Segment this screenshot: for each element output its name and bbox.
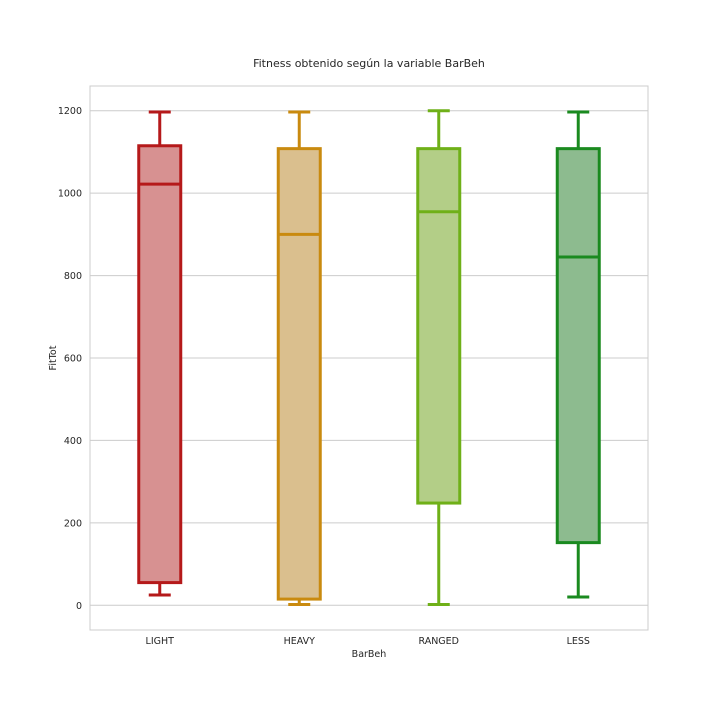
- box-body-less: [555, 147, 601, 545]
- box-heavy: [276, 110, 322, 606]
- grid-lines: [90, 110, 648, 606]
- x-tick-label-light: LIGHT: [146, 636, 175, 647]
- y-tick-label-800: 800: [64, 271, 82, 282]
- x-tick-label-less: LESS: [567, 636, 590, 647]
- y-axis-label: FitTot: [48, 345, 59, 370]
- y-tick-label-200: 200: [64, 518, 82, 529]
- x-axis-label: BarBeh: [352, 649, 387, 660]
- x-tick-label-heavy: HEAVY: [284, 636, 316, 647]
- boxes: [137, 109, 601, 606]
- y-tick-label-1200: 1200: [58, 106, 82, 117]
- chart-title: Fitness obtenido según la variable BarBe…: [253, 57, 485, 70]
- box-body-ranged: [416, 147, 462, 505]
- box-ranged: [416, 109, 462, 606]
- box-light: [137, 110, 183, 597]
- box-body-heavy: [276, 147, 322, 601]
- box-less: [555, 110, 601, 599]
- plot-area: 0 200 400 600 800 1000 1200 LIGHT HEAVY RANGED LE…: [58, 85, 649, 647]
- x-tick-label-ranged: RANGED: [418, 636, 459, 647]
- x-axis-ticks: LIGHT HEAVY RANGED LESS: [146, 636, 590, 647]
- y-tick-label-0: 0: [76, 601, 82, 612]
- y-tick-label-600: 600: [64, 354, 82, 365]
- box-body-light: [137, 144, 183, 585]
- y-tick-label-1000: 1000: [58, 189, 82, 200]
- y-tick-label-400: 400: [64, 436, 82, 447]
- y-axis-ticks: 0 200 400 600 800 1000 1200: [58, 106, 82, 612]
